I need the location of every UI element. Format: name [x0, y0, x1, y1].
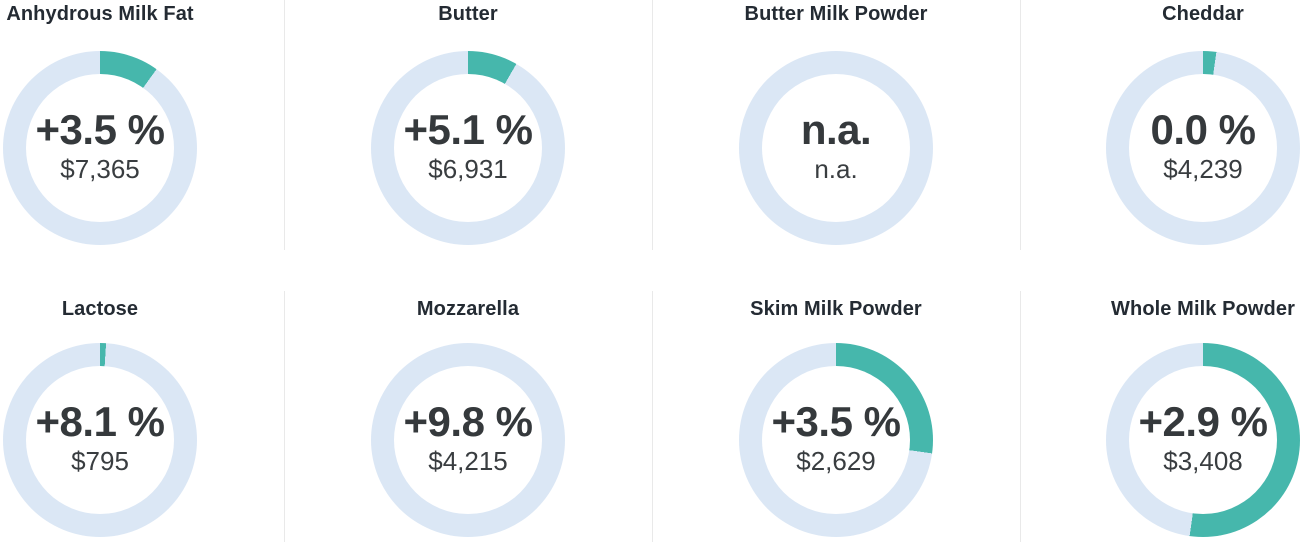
column-divider — [284, 0, 285, 250]
donut-chart-skim-milk-powder: Skim Milk Powder +3.5 % $2,629 — [652, 290, 1020, 542]
change-value: 0.0 % — [1150, 105, 1256, 153]
change-value: +2.9 % — [1138, 397, 1268, 445]
column-divider — [652, 0, 653, 250]
donut-ring: n.a. n.a. — [739, 51, 933, 245]
change-value: +3.5 % — [35, 105, 165, 153]
donut-center: +3.5 % $2,629 — [762, 366, 910, 514]
change-value: n.a. — [800, 105, 872, 153]
donut-chart-butter: Butter +5.1 % $6,931 — [284, 0, 652, 262]
donut-ring: +3.5 % $7,365 — [3, 51, 197, 245]
donut-chart-anhydrous-milk-fat: Anhydrous Milk Fat +3.5 % $7,365 — [0, 0, 284, 262]
price-value: $7,365 — [60, 153, 140, 184]
donut-center: +8.1 % $795 — [26, 366, 174, 514]
price-value: $6,931 — [428, 153, 508, 184]
donut-center: +3.5 % $7,365 — [26, 74, 174, 222]
donut-ring: +3.5 % $2,629 — [739, 343, 933, 537]
donut-center: +9.8 % $4,215 — [394, 366, 542, 514]
change-value: +8.1 % — [35, 397, 165, 445]
price-value: $3,408 — [1163, 445, 1243, 476]
column-divider — [1020, 0, 1021, 250]
price-value: $4,239 — [1163, 153, 1243, 184]
chart-title: Butter — [438, 3, 498, 25]
chart-title: Anhydrous Milk Fat — [6, 3, 194, 25]
donut-center: n.a. n.a. — [762, 74, 910, 222]
chart-title: Mozzarella — [416, 298, 520, 320]
donut-chart-butter-milk-powder: Butter Milk Powder n.a. n.a. — [652, 0, 1020, 262]
column-divider — [284, 291, 285, 542]
change-value: +3.5 % — [771, 397, 901, 445]
donut-chart-lactose: Lactose +8.1 % $795 — [0, 290, 284, 542]
donut-ring: 0.0 % $4,239 — [1106, 51, 1300, 245]
donut-ring: +8.1 % $795 — [3, 343, 197, 537]
price-value: $2,629 — [796, 445, 876, 476]
donut-ring: +9.8 % $4,215 — [371, 343, 565, 537]
chart-title: Skim Milk Powder — [750, 298, 922, 320]
change-value: +9.8 % — [403, 397, 533, 445]
donut-center: +5.1 % $6,931 — [394, 74, 542, 222]
chart-title: Butter Milk Powder — [744, 3, 928, 25]
donut-ring: +2.9 % $3,408 — [1106, 343, 1300, 537]
column-divider — [1020, 291, 1021, 542]
price-value: $795 — [71, 445, 129, 476]
chart-title: Cheddar — [1162, 3, 1244, 25]
chart-title: Lactose — [61, 298, 139, 320]
price-value: n.a. — [814, 153, 858, 184]
donut-center: +2.9 % $3,408 — [1129, 366, 1277, 514]
change-value: +5.1 % — [403, 105, 533, 153]
donut-ring: +5.1 % $6,931 — [371, 51, 565, 245]
price-value: $4,215 — [428, 445, 508, 476]
donut-center: 0.0 % $4,239 — [1129, 74, 1277, 222]
donut-chart-mozzarella: Mozzarella +9.8 % $4,215 — [284, 290, 652, 542]
donut-chart-whole-milk-powder: Whole Milk Powder +2.9 % $3,408 — [1019, 290, 1312, 542]
chart-title: Whole Milk Powder — [1111, 298, 1295, 320]
column-divider — [652, 291, 653, 542]
donut-chart-cheddar: Cheddar 0.0 % $4,239 — [1019, 0, 1312, 262]
